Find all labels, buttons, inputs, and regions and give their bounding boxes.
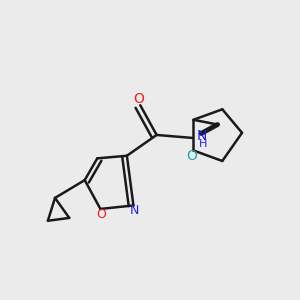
Text: N: N <box>196 128 206 142</box>
Text: N: N <box>130 204 140 217</box>
Text: O: O <box>96 208 106 221</box>
Text: O: O <box>133 92 144 106</box>
Text: O: O <box>187 149 197 163</box>
Text: H: H <box>199 140 207 149</box>
